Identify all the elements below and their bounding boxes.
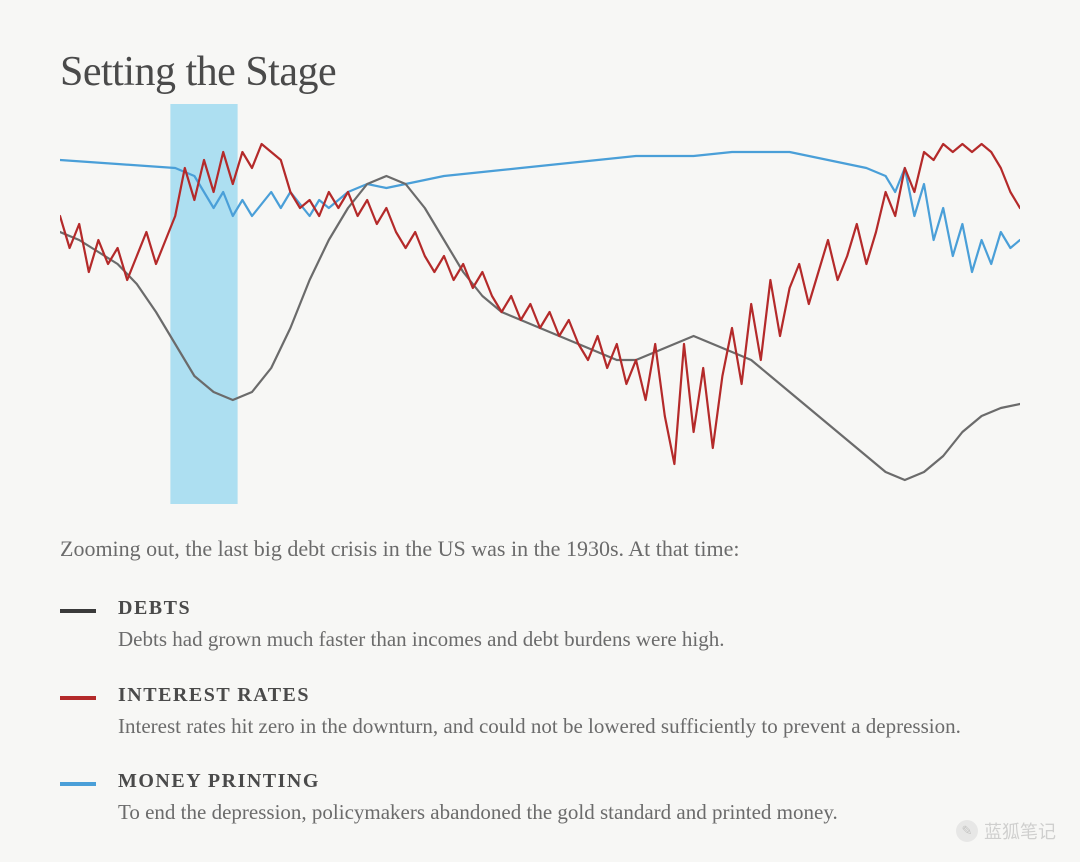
legend-text-money-printing: MONEY PRINTING To end the depression, po… (118, 770, 1020, 829)
legend-item-money-printing: MONEY PRINTING To end the depression, po… (60, 770, 1020, 829)
intro-text: Zooming out, the last big debt crisis in… (60, 532, 1020, 565)
legend-item-interest-rates: INTEREST RATES Interest rates hit zero i… (60, 684, 1020, 743)
page-title: Setting the Stage (60, 48, 1020, 96)
legend-desc-interest-rates: Interest rates hit zero in the downturn,… (118, 711, 1020, 743)
legend-label-debts: DEBTS (118, 597, 1020, 620)
legend-swatch-money-printing (60, 782, 96, 786)
chart-svg (60, 104, 1020, 504)
watermark-text: 蓝狐笔记 (984, 818, 1056, 844)
watermark-icon: ✎ (956, 820, 978, 842)
legend-label-interest-rates: INTEREST RATES (118, 684, 1020, 707)
legend: DEBTS Debts had grown much faster than i… (60, 597, 1020, 829)
legend-item-debts: DEBTS Debts had grown much faster than i… (60, 597, 1020, 656)
legend-swatch-debts (60, 609, 96, 613)
legend-text-interest-rates: INTEREST RATES Interest rates hit zero i… (118, 684, 1020, 743)
legend-label-money-printing: MONEY PRINTING (118, 770, 1020, 793)
line-chart (60, 104, 1020, 504)
legend-desc-money-printing: To end the depression, policymakers aban… (118, 797, 1020, 829)
legend-desc-debts: Debts had grown much faster than incomes… (118, 624, 1020, 656)
legend-swatch-interest-rates (60, 696, 96, 700)
watermark: ✎ 蓝狐笔记 (956, 818, 1056, 844)
legend-text-debts: DEBTS Debts had grown much faster than i… (118, 597, 1020, 656)
